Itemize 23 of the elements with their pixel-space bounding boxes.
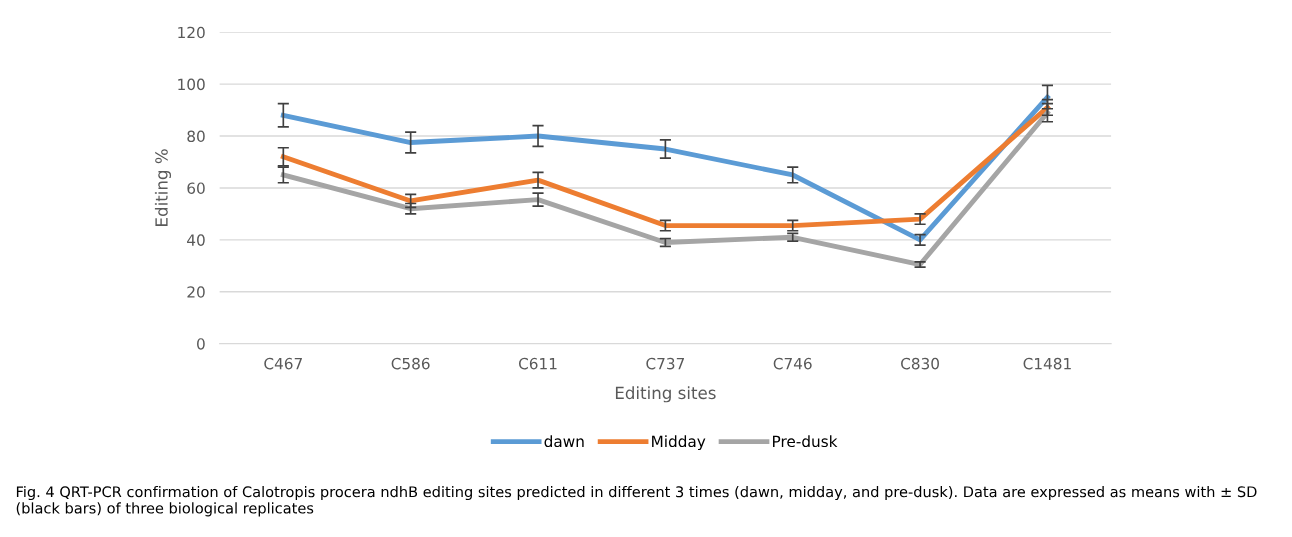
y-tick-label: 120 <box>178 26 205 39</box>
line-series <box>280 105 1050 229</box>
y-tick-label: 20 <box>187 286 205 298</box>
legend-label: dawn <box>544 435 584 448</box>
x-tick-label: C830 <box>901 357 939 370</box>
legend-label: Midday <box>652 435 706 451</box>
x-tick-label: C746 <box>773 357 812 370</box>
x-tick-label: C467 <box>264 357 302 370</box>
x-tick-label: C586 <box>391 357 430 370</box>
x-tick-label: C611 <box>518 357 557 370</box>
y-tick-label: 100 <box>178 78 205 91</box>
y-tick-label: 80 <box>187 130 205 143</box>
x-tick-label: C737 <box>646 357 684 370</box>
caption: Fig. 4 QRT-PCR confirmation of Calotropis procera ndhB editing sites predicted in different 3 times (dawn, midday, and pre-dusk). Data are expressed as means with ± SD (black bars) of three biological replicates <box>16 485 1257 517</box>
y-axis-title: Editing % <box>154 149 172 226</box>
legend-label: Pre-dusk <box>773 435 838 448</box>
x-axis-title: Editing sites <box>615 386 716 403</box>
x-tick-label: C1481 <box>1023 357 1071 370</box>
line-series <box>280 110 1050 267</box>
line-series <box>280 94 1050 243</box>
y-tick-label: 0 <box>197 338 205 350</box>
y-tick-label: 40 <box>187 234 205 246</box>
y-tick-label: 60 <box>187 182 205 194</box>
